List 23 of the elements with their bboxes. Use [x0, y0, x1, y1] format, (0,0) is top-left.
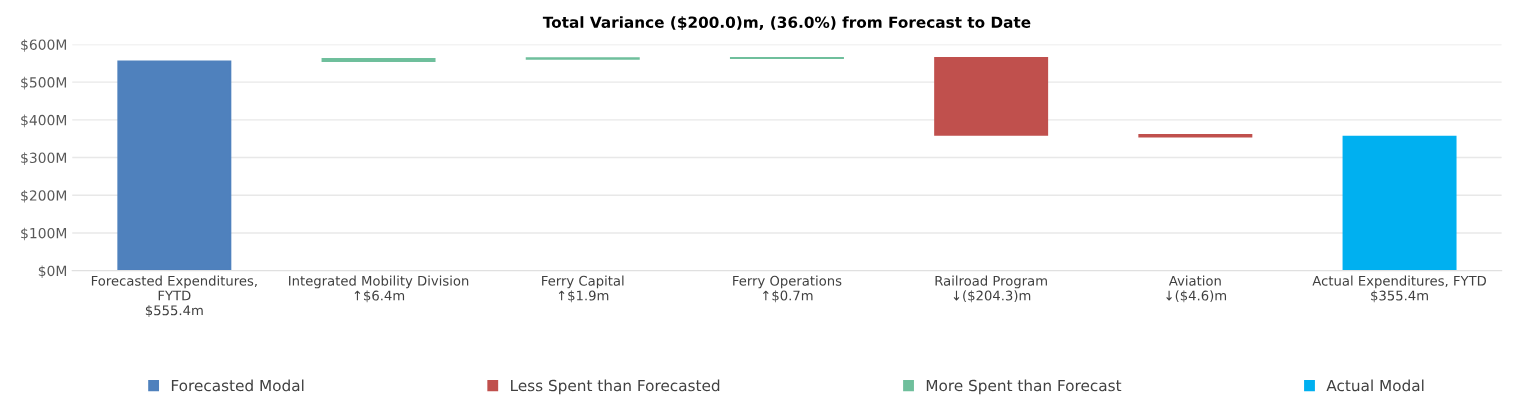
legend-label: Less Spent than Forecasted	[511, 379, 720, 395]
legend-label: More Spent than Forecast	[926, 379, 1122, 395]
x-tick-label: Ferry Capital ↑$1.9m	[542, 275, 624, 303]
x-tick-label: Integrated Mobility Division ↑$6.4m	[289, 275, 469, 303]
x-tick-label: Railroad Program ↓($204.3)m	[935, 275, 1047, 303]
bar	[117, 60, 232, 271]
legend-label: Actual Modal	[1326, 379, 1424, 392]
x-tick-label: Actual Expenditures, FYTD $355.4m	[1312, 275, 1487, 303]
x-tick-label: Aviation ↓($4.6)m	[1166, 275, 1227, 303]
y-tick-label: $600M	[21, 39, 67, 52]
bar	[1342, 135, 1457, 271]
chart-title: Total Variance ($200.0)m, (36.0%) from Forecast to Date	[542, 16, 1031, 31]
bar	[934, 57, 1049, 136]
y-tick-label: $0M	[38, 265, 67, 278]
bar	[321, 58, 436, 63]
y-tick-label: $100M	[21, 227, 67, 241]
y-tick-label: $200M	[21, 189, 67, 203]
x-tick-label: Forecasted Expenditures, FYTD $555.4m	[91, 275, 257, 318]
y-tick-label: $400M	[21, 114, 67, 128]
y-tick-label: $500M	[21, 76, 67, 90]
x-tick-label: Ferry Operations ↑$0.7m	[733, 275, 842, 303]
legend-label: Forecasted Modal	[171, 379, 304, 392]
y-tick-label: $300M	[21, 152, 67, 165]
